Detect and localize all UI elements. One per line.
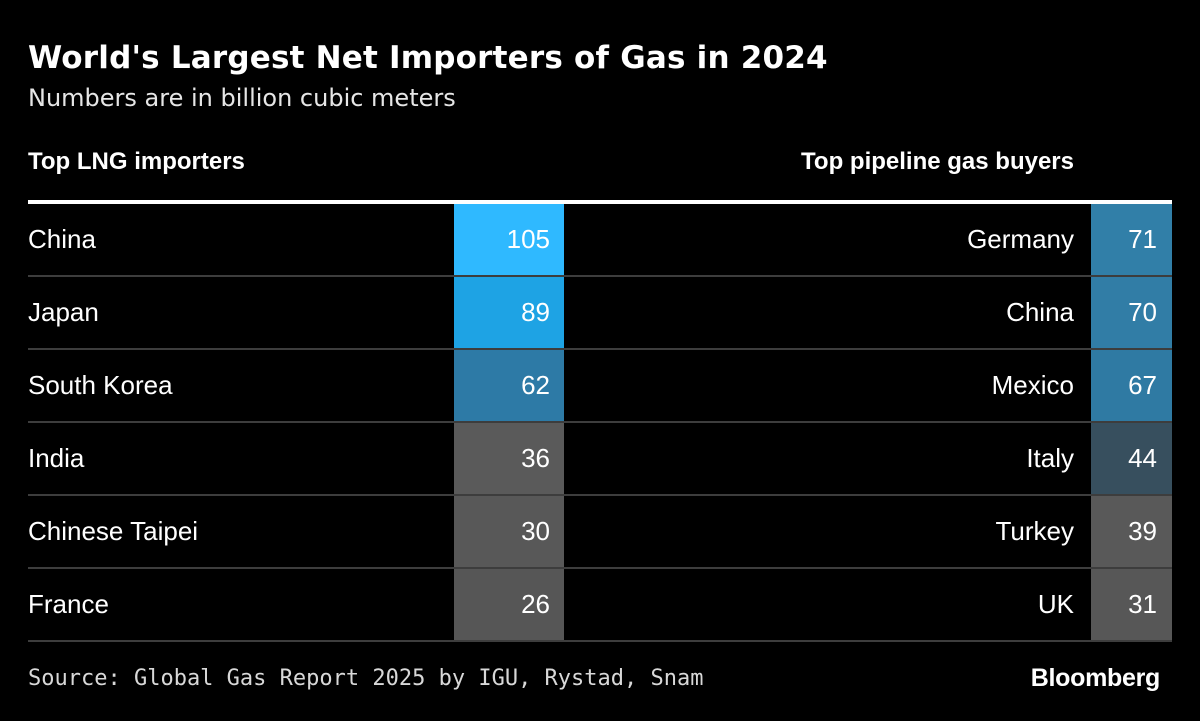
row-divider: [28, 494, 1172, 496]
table-row: South Korea 62 Mexico 67: [28, 350, 1172, 423]
pipeline-column-header: Top pipeline gas buyers: [801, 148, 1074, 175]
lng-value-cell: 105: [454, 204, 564, 275]
lng-country-label: Japan: [28, 297, 99, 327]
pipeline-country-label: Turkey: [995, 516, 1075, 546]
chart-title: World's Largest Net Importers of Gas in …: [28, 40, 828, 76]
pipeline-country-label: Italy: [1026, 443, 1074, 473]
pipeline-country-label: Mexico: [991, 370, 1074, 400]
row-divider: [28, 567, 1172, 569]
pipeline-value-cell: 44: [1091, 423, 1172, 494]
table-row: France 26 UK 31: [28, 569, 1172, 642]
source-note: Source: Global Gas Report 2025 by IGU, R…: [28, 666, 704, 691]
table-row: Japan 89 China 70: [28, 277, 1172, 350]
lng-country-label: Chinese Taipei: [28, 516, 199, 546]
lng-value-cell: 30: [454, 496, 564, 567]
table-row: Chinese Taipei 30 Turkey 39: [28, 496, 1172, 569]
lng-value-cell: 62: [454, 350, 564, 421]
lng-country-label: France: [28, 589, 109, 619]
lng-value-cell: 36: [454, 423, 564, 494]
lng-value-cell: 89: [454, 277, 564, 348]
lng-country-label: South Korea: [28, 370, 173, 400]
table-row: China 105 Germany 71: [28, 204, 1172, 277]
row-divider: [28, 348, 1172, 350]
lng-column-header: Top LNG importers: [28, 148, 245, 175]
pipeline-value-cell: 39: [1091, 496, 1172, 567]
lng-country-label: China: [28, 224, 96, 254]
chart-subtitle: Numbers are in billion cubic meters: [28, 84, 456, 112]
pipeline-country-label: China: [1006, 297, 1074, 327]
row-divider: [28, 275, 1172, 277]
header-divider: [28, 200, 1172, 204]
pipeline-country-label: UK: [1037, 589, 1074, 619]
row-divider: [28, 421, 1172, 423]
lng-value-cell: 26: [454, 569, 564, 640]
pipeline-value-cell: 67: [1091, 350, 1172, 421]
row-divider: [28, 640, 1172, 642]
pipeline-value-cell: 31: [1091, 569, 1172, 640]
table-row: India 36 Italy 44: [28, 423, 1172, 496]
pipeline-value-cell: 70: [1091, 277, 1172, 348]
pipeline-value-cell: 71: [1091, 204, 1172, 275]
bloomberg-logo: Bloomberg: [1030, 664, 1161, 692]
pipeline-country-label: Germany: [967, 224, 1074, 254]
lng-country-label: India: [28, 443, 85, 473]
